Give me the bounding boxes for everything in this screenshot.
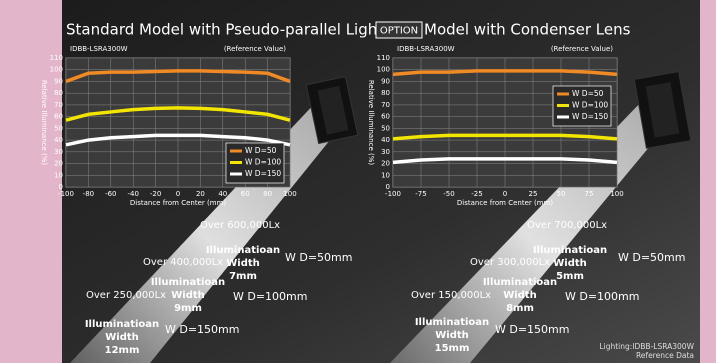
y-tick-label: 100 <box>377 66 390 74</box>
width-label: Illuminatioan <box>206 245 280 256</box>
width-label: Width <box>553 258 587 269</box>
wd-label: W D=50mm <box>285 251 353 264</box>
chart: Standard Model with Pseudo-parallel Ligh… <box>0 0 716 363</box>
width-label: Illuminatioan <box>483 277 557 288</box>
width-label: 7mm <box>229 271 257 282</box>
footer: Lighting:IDBB-LSRA300W <box>599 342 694 351</box>
x-tick-label: 100 <box>283 190 296 198</box>
y-tick-label: 100 <box>50 66 63 74</box>
lux-label: Over 250,000Lx <box>86 290 166 301</box>
note-label: (Reference Value) <box>224 45 286 53</box>
chart-title: Model with Condenser Lens <box>424 21 631 39</box>
legend-label: W D=150 <box>245 169 281 178</box>
x-tick-label: -25 <box>471 190 482 198</box>
x-tick-label: -60 <box>105 190 116 198</box>
x-tick-label: 0 <box>176 190 180 198</box>
width-label: Width <box>226 258 260 269</box>
width-label: Width <box>171 290 205 301</box>
x-axis-label: Distance from Center (mm) <box>457 199 554 207</box>
y-tick-label: 50 <box>54 124 63 132</box>
width-label: 8mm <box>506 303 534 314</box>
wd-label: W D=50mm <box>618 251 686 264</box>
y-tick-label: 110 <box>50 54 63 62</box>
width-label: 9mm <box>174 303 202 314</box>
y-tick-label: 70 <box>54 101 63 109</box>
width-label: 15mm <box>435 343 470 354</box>
legend-label: W D=50 <box>245 146 277 155</box>
wd-label: W D=100mm <box>565 290 640 303</box>
lux-label: Over 300,000Lx <box>470 257 550 268</box>
y-tick-label: 80 <box>54 89 63 97</box>
width-label: 12mm <box>105 345 140 356</box>
width-label: Illuminatioan <box>533 245 607 256</box>
x-tick-label: 40 <box>218 190 227 198</box>
x-tick-label: 0 <box>503 190 507 198</box>
y-tick-label: 50 <box>381 124 390 132</box>
width-label: Width <box>503 290 537 301</box>
wd-label: W D=150mm <box>495 323 570 336</box>
y-tick-label: 30 <box>54 148 63 156</box>
y-tick-label: 80 <box>381 89 390 97</box>
y-tick-label: 60 <box>54 113 63 121</box>
legend-label: W D=100 <box>572 101 608 110</box>
x-tick-label: 20 <box>196 190 205 198</box>
x-tick-label: -50 <box>443 190 454 198</box>
x-tick-label: -100 <box>58 190 74 198</box>
legend-label: W D=150 <box>572 112 608 121</box>
note-label: (Reference Value) <box>551 45 613 53</box>
y-tick-label: 10 <box>54 171 63 179</box>
x-tick-label: 25 <box>529 190 538 198</box>
x-tick-label: -80 <box>83 190 94 198</box>
model-label: IDBB-LSRA300W <box>70 45 128 53</box>
width-label: Illuminatioan <box>151 277 225 288</box>
width-label: Illuminatioan <box>415 317 489 328</box>
x-tick-label: 50 <box>557 190 566 198</box>
x-axis-label: Distance from Center (mm) <box>130 199 227 207</box>
wd-label: W D=150mm <box>165 323 240 336</box>
x-tick-label: 60 <box>241 190 250 198</box>
lux-label: Over 150,000Lx <box>411 290 491 301</box>
y-tick-label: 20 <box>54 160 63 168</box>
lux-label: Over 700,000Lx <box>527 220 607 231</box>
y-tick-label: 30 <box>381 148 390 156</box>
x-tick-label: -40 <box>127 190 138 198</box>
y-axis-label: Relative Illuminance (%) <box>367 80 375 166</box>
y-tick-label: 90 <box>54 77 63 85</box>
chart-title: Standard Model with Pseudo-parallel Ligh… <box>66 21 383 39</box>
y-tick-label: 70 <box>381 101 390 109</box>
y-axis-label: Relative Illuminance (%) <box>40 80 48 166</box>
width-label: Width <box>105 332 139 343</box>
y-tick-label: 10 <box>381 171 390 179</box>
width-label: Illuminatioan <box>85 319 159 330</box>
y-tick-label: 40 <box>381 136 390 144</box>
wd-label: W D=100mm <box>233 290 308 303</box>
y-tick-label: 90 <box>381 77 390 85</box>
y-tick-label: 40 <box>54 136 63 144</box>
x-tick-label: 100 <box>610 190 623 198</box>
page: Standard Model with Pseudo-parallel Ligh… <box>0 0 716 363</box>
y-tick-label: 110 <box>377 54 390 62</box>
lux-label: Over 600,000Lx <box>200 220 280 231</box>
y-tick-label: 60 <box>381 113 390 121</box>
legend-label: W D=50 <box>572 89 604 98</box>
model-label: IDBB-LSRA300W <box>397 45 455 53</box>
badge: OPTION <box>380 26 418 37</box>
x-tick-label: -75 <box>415 190 426 198</box>
x-tick-label: -20 <box>150 190 161 198</box>
y-tick-label: 20 <box>381 160 390 168</box>
footer: Reference Data <box>636 351 694 360</box>
legend-label: W D=100 <box>245 158 281 167</box>
lux-label: Over 400,000Lx <box>143 257 223 268</box>
width-label: 5mm <box>556 271 584 282</box>
x-tick-label: 75 <box>585 190 594 198</box>
x-tick-label: -100 <box>385 190 401 198</box>
width-label: Width <box>435 330 469 341</box>
x-tick-label: 80 <box>263 190 272 198</box>
